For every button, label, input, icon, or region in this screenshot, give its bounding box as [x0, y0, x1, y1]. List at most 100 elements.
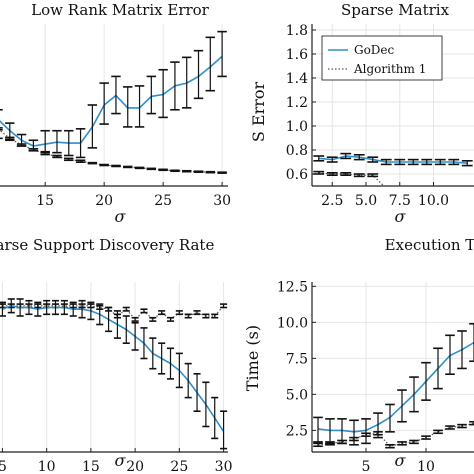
errorbar-godec [170, 61, 180, 111]
errorbar-algorithm1 [385, 443, 395, 449]
errorbar-godec [205, 36, 216, 92]
errorbar-algorithm1 [397, 441, 407, 446]
errorbar-godec [0, 301, 6, 317]
errorbar-algorithm1 [408, 187, 419, 189]
errorbar-algorithm1 [313, 170, 325, 175]
series-line-godec [318, 155, 468, 164]
errorbar-algorithm1 [394, 187, 405, 189]
errorbar-godec [149, 337, 157, 370]
x-tick-label: 15 [36, 193, 54, 209]
errorbar-algorithm1 [111, 164, 121, 168]
x-tick-label: 10 [38, 459, 56, 474]
errorbar-godec [64, 129, 74, 157]
errorbar-godec [433, 347, 443, 390]
errorbar-godec [184, 362, 192, 399]
errorbar-godec [193, 372, 201, 413]
errorbar-godec [182, 56, 192, 109]
errorbar-algorithm1 [435, 187, 446, 189]
errorbar-algorithm1 [202, 313, 210, 319]
errorbar-godec [78, 299, 86, 319]
plot-marks [0, 298, 228, 450]
errorbar-algorithm1 [134, 166, 145, 170]
errorbar-godec [394, 158, 406, 166]
series-line-godec [2, 304, 225, 433]
errorbar-algorithm1 [99, 163, 109, 167]
legend: GoDec Algorithm 1 [321, 35, 443, 81]
errorbar-godec [60, 299, 68, 316]
errorbar-algorithm1 [448, 187, 459, 189]
errorbar-algorithm1 [52, 154, 62, 159]
errorbar-godec [313, 416, 323, 443]
errorbar-godec [99, 82, 109, 125]
errorbar-godec [385, 403, 395, 433]
errorbar-algorithm1 [175, 310, 183, 316]
errorbar-algorithm1 [211, 313, 219, 319]
plot-marks [0, 30, 227, 174]
errorbar-algorithm1 [166, 316, 175, 322]
series-line-godec [0, 55, 223, 147]
errorbar-godec [5, 122, 15, 142]
errorbar-algorithm1 [313, 442, 323, 448]
errorbar-godec [397, 389, 407, 423]
errorbar-algorithm1 [462, 187, 473, 189]
errorbar-godec [134, 85, 145, 128]
panel-execution-time: Execution T σ Time (s) 510152.55.07.510.… [243, 236, 474, 474]
errorbar-godec [146, 75, 157, 115]
x-tick-label: 2.5 [321, 193, 343, 209]
errorbar-godec [220, 410, 228, 450]
errorbar-godec [25, 299, 33, 316]
errorbar-algorithm1 [184, 313, 192, 319]
errorbar-algorithm1 [421, 435, 431, 440]
x-tick-label: 30 [213, 193, 231, 209]
y-tick-label: 1.6 [286, 47, 308, 63]
errorbar-algorithm1 [158, 310, 166, 316]
errorbar-algorithm1 [193, 310, 201, 316]
series-line-algorithm1 [318, 172, 385, 186]
errorbar-godec [434, 158, 446, 166]
errorbar-godec [28, 139, 39, 152]
errorbar-godec [448, 158, 460, 166]
errorbar-godec [407, 158, 419, 166]
x-tick-label: 15 [82, 459, 100, 474]
errorbar-algorithm1 [149, 316, 157, 322]
errorbar-godec [193, 49, 204, 100]
plot-marks [313, 152, 473, 189]
y-tick-label: 10.0 [277, 315, 308, 331]
errorbar-godec [353, 154, 365, 161]
errorbar-algorithm1 [353, 173, 365, 178]
errorbar-algorithm1 [457, 423, 467, 429]
x-axis-label: σ [115, 451, 127, 470]
x-tick-label: 5 [0, 459, 7, 474]
errorbar-algorithm1 [217, 171, 227, 174]
errorbar-godec [113, 310, 121, 339]
errorbar-godec [349, 419, 359, 446]
errorbar-algorithm1 [182, 169, 192, 173]
errorbar-godec [111, 75, 121, 115]
errorbar-algorithm1 [433, 429, 443, 435]
legend-label-algorithm1: Algorithm 1 [353, 62, 426, 76]
x-tick-label: 10.0 [418, 193, 449, 209]
errorbar-algorithm1 [140, 308, 148, 314]
errorbar-godec [34, 301, 42, 317]
y-axis-label: S Error [249, 82, 268, 143]
x-tick-label: 10 [417, 459, 435, 474]
errorbar-godec [337, 418, 347, 445]
y-axis-label: Time (s) [243, 325, 262, 391]
x-tick-label: 7.5 [389, 193, 411, 209]
errorbar-godec [51, 299, 60, 316]
legend-box [321, 35, 443, 81]
errorbar-godec [52, 129, 62, 154]
chart-title: Low Rank Matrix Error [31, 1, 210, 19]
x-tick-label: 25 [154, 193, 172, 209]
y-tick-label: 1.4 [286, 71, 308, 87]
errorbar-algorithm1 [409, 439, 419, 445]
errorbar-godec [7, 298, 15, 314]
errorbar-godec [87, 104, 98, 149]
errorbar-godec [69, 301, 77, 317]
errorbar-godec [40, 129, 50, 153]
errorbar-algorithm1 [75, 159, 86, 163]
x-axis-label: σ [395, 207, 407, 226]
errorbar-godec [457, 330, 467, 370]
errorbar-algorithm1 [381, 187, 392, 189]
